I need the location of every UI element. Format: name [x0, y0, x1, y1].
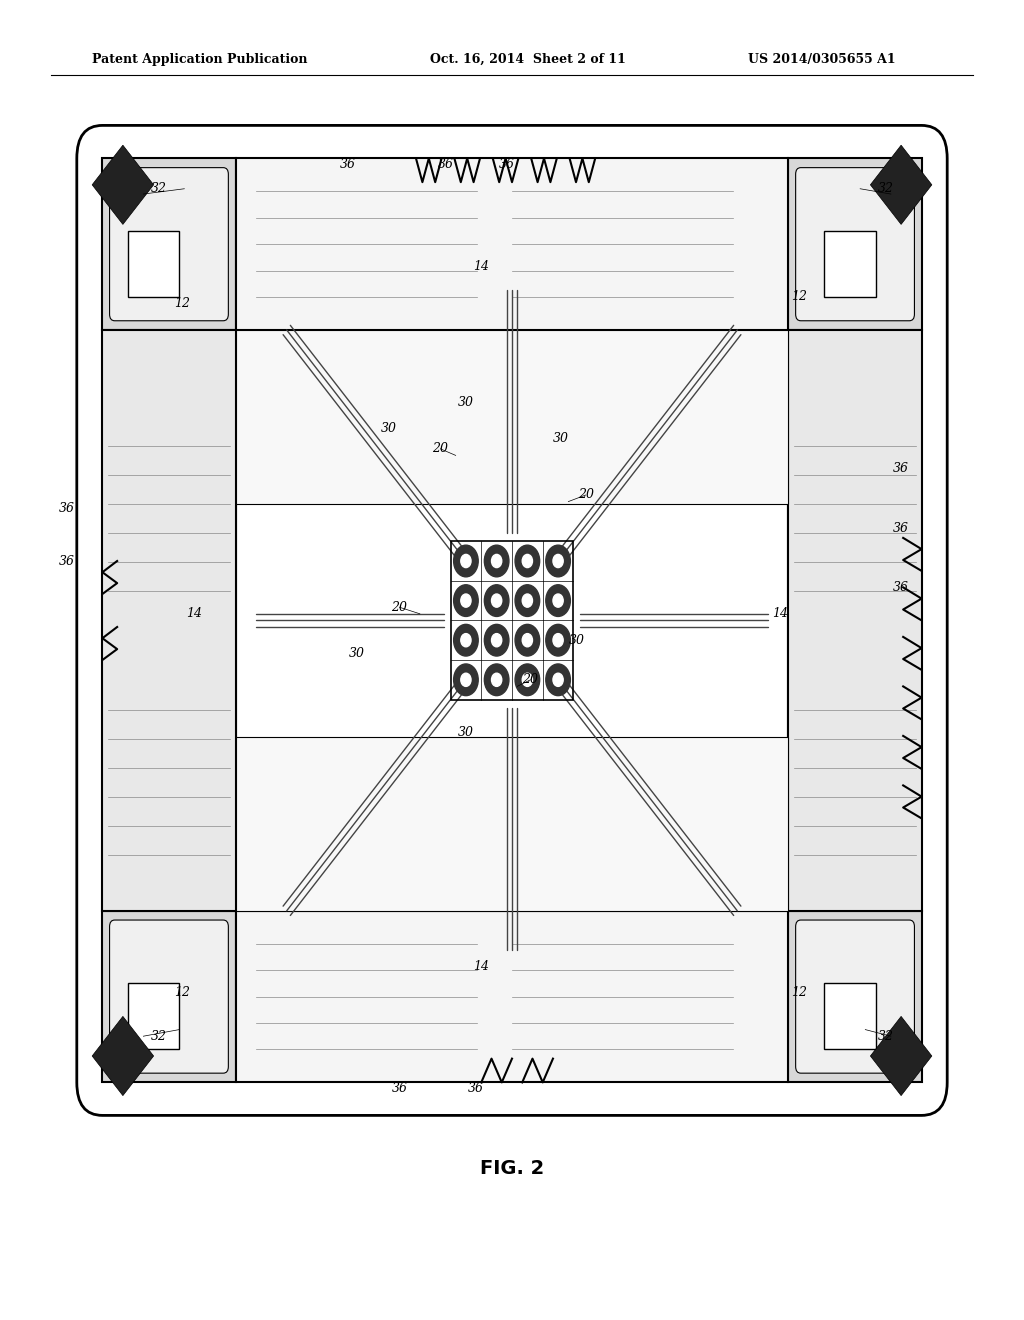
Text: 20: 20 [391, 601, 408, 614]
Text: 12: 12 [791, 290, 807, 304]
Circle shape [454, 664, 478, 696]
Circle shape [454, 624, 478, 656]
Circle shape [546, 624, 570, 656]
Text: 36: 36 [893, 462, 909, 475]
Text: 36: 36 [893, 581, 909, 594]
Text: 12: 12 [791, 986, 807, 999]
Circle shape [553, 634, 563, 647]
Text: 36: 36 [391, 1082, 408, 1096]
Text: 14: 14 [473, 260, 489, 273]
Circle shape [484, 585, 509, 616]
Text: 14: 14 [186, 607, 203, 620]
Polygon shape [92, 1016, 154, 1096]
Text: 36: 36 [893, 521, 909, 535]
Circle shape [553, 594, 563, 607]
Text: FIG. 2: FIG. 2 [480, 1159, 544, 1177]
Circle shape [461, 634, 471, 647]
Bar [236, 330, 788, 504]
Bar [788, 911, 922, 1082]
Circle shape [522, 634, 532, 647]
Text: Oct. 16, 2014  Sheet 2 of 11: Oct. 16, 2014 Sheet 2 of 11 [430, 53, 626, 66]
Bar [236, 911, 788, 1082]
Text: 30: 30 [458, 396, 474, 409]
FancyBboxPatch shape [110, 920, 228, 1073]
Circle shape [492, 634, 502, 647]
Circle shape [454, 545, 478, 577]
Text: Patent Application Publication: Patent Application Publication [92, 53, 307, 66]
Circle shape [515, 624, 540, 656]
Bar [236, 330, 788, 911]
Circle shape [546, 545, 570, 577]
Text: 32: 32 [151, 182, 167, 195]
Circle shape [522, 594, 532, 607]
Bar [236, 158, 788, 330]
Circle shape [515, 664, 540, 696]
Text: 36: 36 [58, 502, 75, 515]
Circle shape [515, 585, 540, 616]
Bar [788, 158, 922, 330]
Circle shape [461, 594, 471, 607]
Bar [102, 330, 236, 911]
Text: 20: 20 [578, 488, 594, 502]
FancyBboxPatch shape [796, 920, 914, 1073]
Circle shape [461, 554, 471, 568]
Circle shape [492, 554, 502, 568]
Text: 12: 12 [174, 297, 190, 310]
Text: 36: 36 [340, 158, 356, 172]
FancyBboxPatch shape [796, 168, 914, 321]
Polygon shape [92, 145, 154, 224]
Bar [102, 911, 236, 1082]
Bar [824, 231, 876, 297]
Circle shape [546, 664, 570, 696]
Text: 32: 32 [151, 1030, 167, 1043]
Text: 12: 12 [174, 986, 190, 999]
Text: 36: 36 [499, 158, 515, 172]
Circle shape [546, 585, 570, 616]
Circle shape [461, 673, 471, 686]
Bar [451, 541, 573, 700]
Bar [788, 330, 922, 911]
Text: 30: 30 [348, 647, 365, 660]
FancyBboxPatch shape [110, 168, 228, 321]
Bar [824, 983, 876, 1049]
Circle shape [553, 673, 563, 686]
Circle shape [492, 594, 502, 607]
Text: 30: 30 [458, 726, 474, 739]
Text: US 2014/0305655 A1: US 2014/0305655 A1 [748, 53, 895, 66]
Circle shape [553, 554, 563, 568]
Bar [102, 158, 236, 330]
Circle shape [515, 545, 540, 577]
Polygon shape [870, 1016, 932, 1096]
Text: 20: 20 [432, 442, 449, 455]
Text: 36: 36 [58, 554, 75, 568]
Circle shape [522, 673, 532, 686]
Bar [236, 737, 788, 911]
Circle shape [484, 545, 509, 577]
Circle shape [484, 664, 509, 696]
Circle shape [492, 673, 502, 686]
Circle shape [454, 585, 478, 616]
Bar [128, 983, 179, 1049]
Text: 14: 14 [772, 607, 788, 620]
Polygon shape [870, 145, 932, 224]
Text: 30: 30 [553, 432, 569, 445]
Text: 20: 20 [522, 673, 539, 686]
Text: 30: 30 [568, 634, 585, 647]
Bar [128, 231, 179, 297]
Text: 36: 36 [437, 158, 454, 172]
Text: 30: 30 [381, 422, 397, 436]
Circle shape [484, 624, 509, 656]
Text: 36: 36 [468, 1082, 484, 1096]
Text: 32: 32 [878, 1030, 894, 1043]
Text: 32: 32 [878, 182, 894, 195]
Text: 14: 14 [473, 960, 489, 973]
Circle shape [522, 554, 532, 568]
